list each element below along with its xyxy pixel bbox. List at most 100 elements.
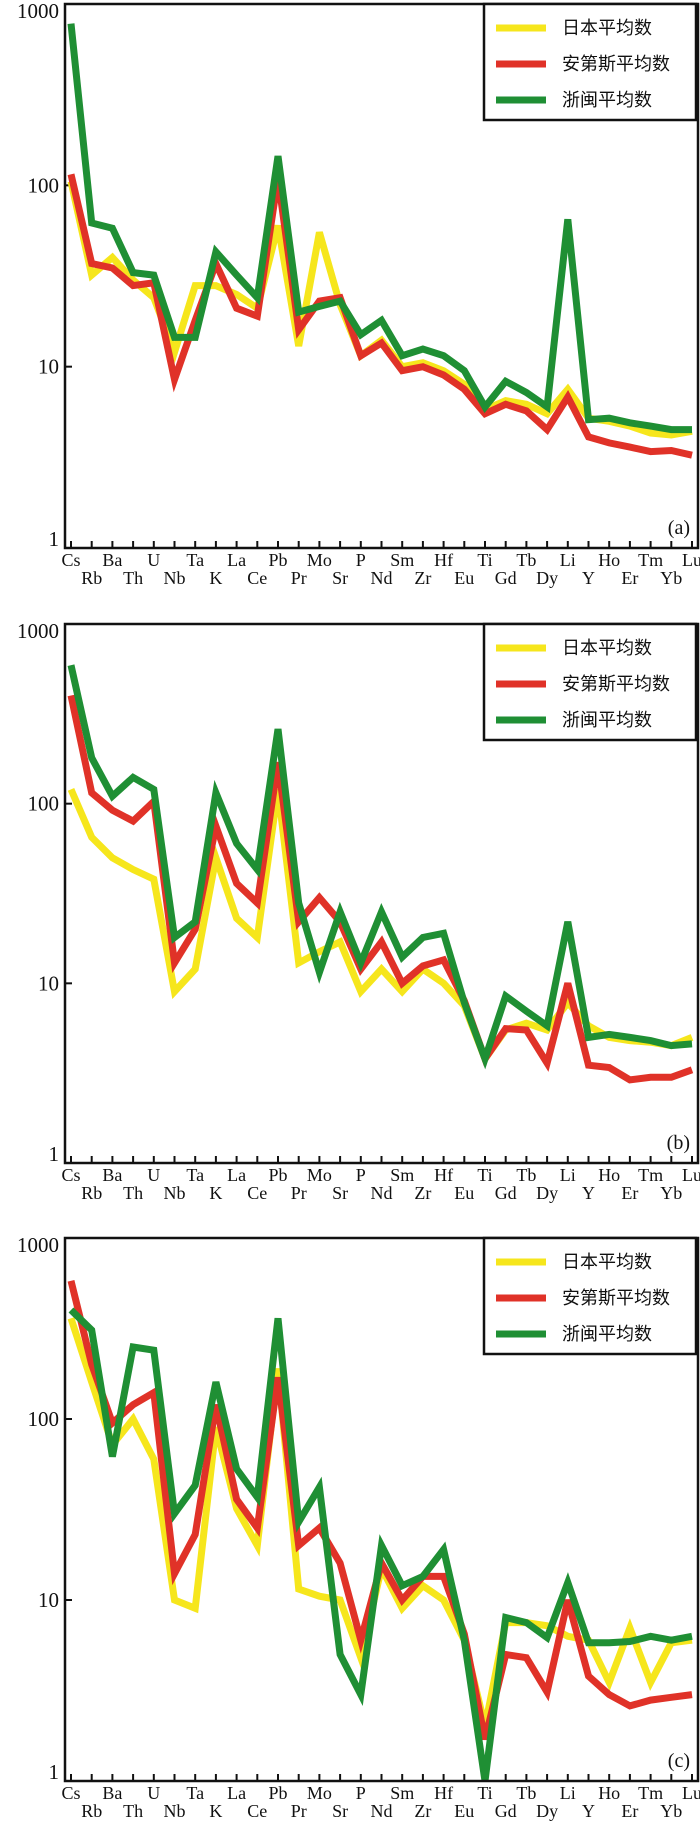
- x-tick-label: Y: [582, 568, 595, 588]
- x-tick-label: Li: [560, 550, 576, 570]
- legend-label: 安第斯平均数: [562, 1288, 670, 1309]
- x-tick-label: Pr: [291, 1183, 307, 1203]
- x-tick-label: Eu: [454, 1801, 474, 1821]
- x-tick-label: Th: [123, 568, 143, 588]
- x-tick-label: Y: [582, 1801, 595, 1821]
- series-line-2: [67, 694, 694, 1084]
- y-tick-label: 10: [38, 971, 59, 995]
- plot-frame: [63, 622, 700, 1165]
- y-tick-label: 1: [49, 1760, 60, 1784]
- x-tick-label: Th: [123, 1801, 143, 1821]
- x-tick-label: Rb: [81, 568, 102, 588]
- y-tick-label: 1000: [17, 1233, 59, 1257]
- x-tick-label: Mo: [307, 1783, 332, 1803]
- x-tick-label: U: [147, 1165, 160, 1185]
- x-tick-label: Pr: [291, 568, 307, 588]
- x-tick-label: Ho: [598, 1165, 620, 1185]
- x-tick-label: Nd: [371, 1801, 393, 1821]
- x-tick-label: Nd: [371, 568, 393, 588]
- x-tick-label: Cs: [61, 1783, 80, 1803]
- series-line-1: [67, 1317, 693, 1728]
- x-tick-label: Zr: [414, 1801, 431, 1821]
- plot-frame: [63, 1236, 700, 1783]
- y-tick-label: 1: [49, 1142, 60, 1166]
- legend-label: 日本平均数: [562, 638, 652, 659]
- x-tick-label: Lu: [682, 1165, 700, 1185]
- x-tick-label: Eu: [454, 1183, 474, 1203]
- x-tick-label: Pr: [291, 1801, 307, 1821]
- plot-frame: [63, 2, 700, 550]
- x-tick-label: Ba: [102, 1165, 122, 1185]
- x-tick-label: Sm: [390, 1165, 414, 1185]
- x-tick-label: Cs: [61, 1165, 80, 1185]
- legend-label: 浙闽平均数: [562, 710, 652, 731]
- x-tick-label: Sr: [332, 1801, 348, 1821]
- y-tick-label: 1000: [17, 0, 59, 23]
- x-tick-label: Ho: [598, 550, 620, 570]
- x-tick-label: Tm: [638, 550, 663, 570]
- y-tick-label: 100: [28, 792, 60, 816]
- x-tick-label: K: [209, 1183, 222, 1203]
- x-tick-label: Yb: [660, 1801, 682, 1821]
- x-tick-label: Lu: [682, 550, 700, 570]
- panel-label: (c): [668, 1750, 690, 1772]
- x-tick-label: Y: [582, 1183, 595, 1203]
- x-tick-label: Zr: [414, 568, 431, 588]
- x-tick-label: Nb: [164, 1183, 186, 1203]
- legend-label: 安第斯平均数: [562, 54, 670, 75]
- y-tick-label: 1: [49, 527, 60, 551]
- x-tick-label: Dy: [536, 568, 558, 588]
- x-tick-label: Th: [123, 1183, 143, 1203]
- x-tick-label: Tb: [516, 550, 536, 570]
- x-tick-label: Ce: [247, 568, 267, 588]
- x-tick-label: Tm: [638, 1783, 663, 1803]
- x-tick-label: Sr: [332, 1183, 348, 1203]
- x-tick-label: Mo: [307, 550, 332, 570]
- x-tick-label: Li: [560, 1783, 576, 1803]
- x-tick-label: Ti: [477, 550, 492, 570]
- x-tick-label: P: [356, 1165, 366, 1185]
- x-tick-label: Hf: [434, 1783, 453, 1803]
- x-tick-label: P: [356, 550, 366, 570]
- x-tick-label: Tm: [638, 1165, 663, 1185]
- y-tick-label: 10: [38, 355, 59, 379]
- series-line-2: [67, 173, 693, 459]
- x-tick-label: Ce: [247, 1183, 267, 1203]
- panel-label: (b): [667, 1132, 690, 1154]
- x-tick-label: Ba: [102, 550, 122, 570]
- x-tick-label: Ta: [186, 1783, 204, 1803]
- series-line-3: [68, 1307, 693, 1782]
- x-tick-label: Gd: [495, 1183, 517, 1203]
- x-tick-label: Gd: [495, 1801, 517, 1821]
- x-tick-label: Er: [621, 1183, 638, 1203]
- x-tick-label: Gd: [495, 568, 517, 588]
- x-tick-label: Dy: [536, 1801, 558, 1821]
- x-tick-label: U: [147, 550, 160, 570]
- x-tick-label: K: [209, 568, 222, 588]
- x-tick-label: Zr: [414, 1183, 431, 1203]
- x-tick-label: Eu: [454, 568, 474, 588]
- series-line-3: [67, 664, 693, 1070]
- x-tick-label: Ce: [247, 1801, 267, 1821]
- x-tick-label: U: [147, 1783, 160, 1803]
- x-tick-label: Yb: [660, 1183, 682, 1203]
- x-tick-label: K: [209, 1801, 222, 1821]
- x-tick-label: Ta: [186, 550, 204, 570]
- x-tick-label: Li: [560, 1165, 576, 1185]
- x-tick-label: Hf: [434, 1165, 453, 1185]
- y-tick-label: 100: [28, 173, 60, 197]
- x-tick-label: Sm: [390, 550, 414, 570]
- y-tick-label: 10: [38, 1588, 59, 1612]
- x-tick-label: Dy: [536, 1183, 558, 1203]
- x-tick-label: Cs: [61, 550, 80, 570]
- x-tick-label: Er: [621, 1801, 638, 1821]
- series-line-1: [67, 788, 694, 1067]
- x-tick-label: Lu: [682, 1783, 700, 1803]
- legend-label: 日本平均数: [562, 18, 652, 39]
